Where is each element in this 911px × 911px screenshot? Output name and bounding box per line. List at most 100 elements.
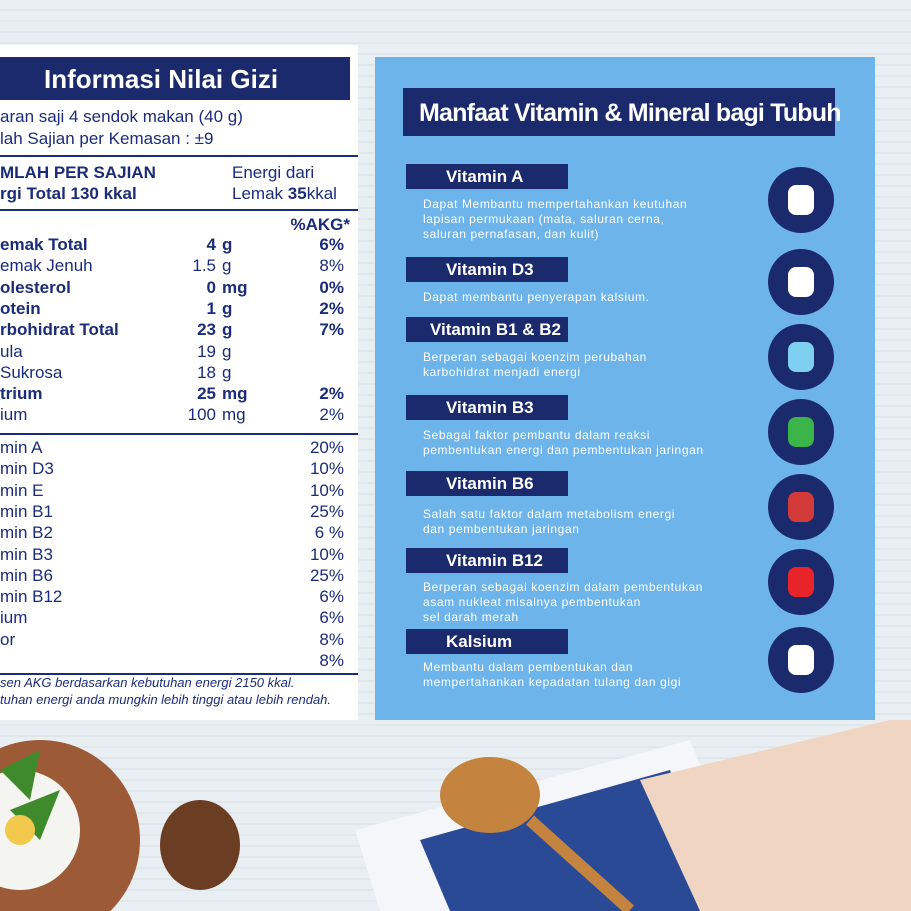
energy-fat-prefix: Lemak — [232, 184, 284, 203]
item-description: karbohidrat menjadi energi — [423, 365, 581, 379]
item-description: Berperan sebagai koenzim perubahan — [423, 350, 647, 364]
towel-stripes — [420, 770, 720, 911]
vitamin-name: or — [0, 629, 16, 649]
item-icon — [768, 249, 834, 315]
row-unit: mg — [222, 405, 246, 425]
row-amount: 1 — [206, 298, 216, 318]
vitamin-name: min D3 — [0, 459, 54, 479]
item-description: Dapat Membantu mempertahankan keutuhan — [423, 197, 688, 211]
item-description: Membantu dalam pembentukan dan — [423, 660, 634, 674]
row-akg: 2% — [319, 405, 344, 425]
item-name: Vitamin B6 — [446, 474, 534, 493]
row-akg: 8% — [319, 256, 344, 276]
item-icon — [768, 399, 834, 465]
item-description: Dapat membantu penyerapan kalsium. — [423, 290, 650, 304]
title: Informasi Nilai Gizi — [44, 64, 279, 94]
row-unit: g — [222, 362, 232, 382]
benefits-panel: Manfaat Vitamin & Mineral bagi Tubuh Vit… — [375, 57, 875, 720]
icon-glyph — [788, 185, 814, 215]
vitamin-name: min B6 — [0, 565, 53, 585]
row-amount: 18 — [197, 362, 216, 382]
spoon-handle — [525, 815, 635, 911]
serving: aran saji 4 sendok makan (40 g) — [0, 107, 243, 126]
item-icon — [768, 627, 834, 693]
row-unit: g — [222, 298, 233, 318]
row-akg: 2% — [319, 298, 344, 318]
energy-fat-value: 35 — [287, 184, 307, 203]
leaf — [0, 750, 60, 840]
item-banner: Vitamin A — [406, 164, 568, 189]
item-description: saluran pernafasan, dan kulit) — [423, 227, 600, 241]
row-name: Sukrosa — [0, 362, 63, 382]
row-amount: 4 — [206, 235, 216, 254]
icon-glyph — [788, 492, 814, 522]
rule — [0, 155, 358, 157]
row-amount: 19 — [197, 341, 216, 361]
item-name: Vitamin B3 — [446, 398, 534, 417]
row-name: ium — [0, 405, 28, 425]
vitamin-akg: 20% — [309, 438, 344, 457]
item-description: asam nukleat misalnya pembentukan — [423, 595, 641, 609]
item-name: Kalsium — [446, 632, 513, 651]
item-description: Berperan sebagai koenzim dalam pembentuk… — [423, 580, 704, 594]
footnote: sen AKG berdasarkan kebutuhan energi 215… — [0, 675, 295, 690]
item-icon — [768, 167, 834, 233]
vitamin-name: ium — [0, 608, 28, 628]
row-akg: 2% — [319, 384, 344, 404]
energy-fat-unit: kkal — [306, 184, 337, 203]
row-unit: g — [222, 341, 232, 361]
icon-glyph — [788, 645, 814, 675]
vitamin-akg: 8% — [319, 629, 344, 649]
row-amount: 0 — [206, 277, 216, 297]
item-name: Vitamin A — [446, 167, 524, 186]
vitamin-akg: 10% — [309, 544, 344, 564]
item-icon — [768, 324, 834, 390]
item-name: Vitamin B12 — [446, 551, 544, 570]
vitamin-name: min B12 — [0, 587, 63, 607]
row-amount: 100 — [187, 405, 216, 425]
item-name: Vitamin B1 & B2 — [430, 320, 562, 339]
title: Manfaat Vitamin & Mineral bagi Tubuh — [419, 99, 842, 127]
decor — [0, 720, 911, 911]
icon-glyph — [788, 567, 814, 597]
item-banner: Vitamin B12 — [406, 548, 568, 573]
vitamin-name: min B2 — [0, 523, 53, 543]
rule — [0, 673, 358, 675]
row-name: trium — [0, 384, 43, 404]
row-akg: 7% — [319, 320, 344, 340]
energy-total: rgi Total 130 kkal — [0, 184, 137, 203]
item-icon — [768, 549, 834, 615]
item-description: Salah satu faktor dalam metabolism energ… — [423, 507, 676, 521]
pinecone — [160, 800, 240, 890]
row-amount: 25 — [197, 384, 216, 404]
vitamin-akg: 10% — [309, 459, 344, 479]
rule — [0, 433, 358, 435]
row-unit: g — [222, 235, 233, 254]
vitamin-akg: 6% — [319, 608, 344, 628]
item-description: lapisan permukaan (mata, saluran cerna, — [423, 212, 665, 226]
item-banner: Vitamin B1 & B2 — [406, 317, 568, 342]
item-banner: Vitamin B6 — [406, 471, 568, 496]
row-akg: 6% — [319, 235, 344, 254]
icon-glyph — [788, 267, 814, 297]
item-description: mempertahankan kepadatan tulang dan gigi — [423, 675, 682, 689]
energy-fat-label: Energi dari — [232, 163, 315, 182]
item-description: pembentukan energi dan pembentukan jarin… — [423, 443, 704, 457]
item-banner: Vitamin B3 — [406, 395, 568, 420]
item-icon — [768, 474, 834, 540]
cloth — [640, 720, 911, 911]
vitamin-name: min A — [0, 438, 43, 457]
row-name: emak Jenuh — [0, 256, 93, 276]
row-name: ula — [0, 341, 23, 361]
row-name: otein — [0, 298, 41, 318]
vitamin-name: min B3 — [0, 544, 53, 564]
spoon — [440, 757, 540, 833]
vitamin-name: min E — [0, 480, 44, 500]
icon-glyph — [788, 342, 814, 372]
row-unit: g — [222, 320, 233, 340]
vitamin-akg: 6% — [319, 587, 344, 607]
servings: lah Sajian per Kemasan : ±9 — [0, 129, 214, 148]
vitamin-akg: 25% — [309, 565, 344, 585]
item-banner: Kalsium — [406, 629, 568, 654]
row-name: olesterol — [0, 277, 71, 297]
